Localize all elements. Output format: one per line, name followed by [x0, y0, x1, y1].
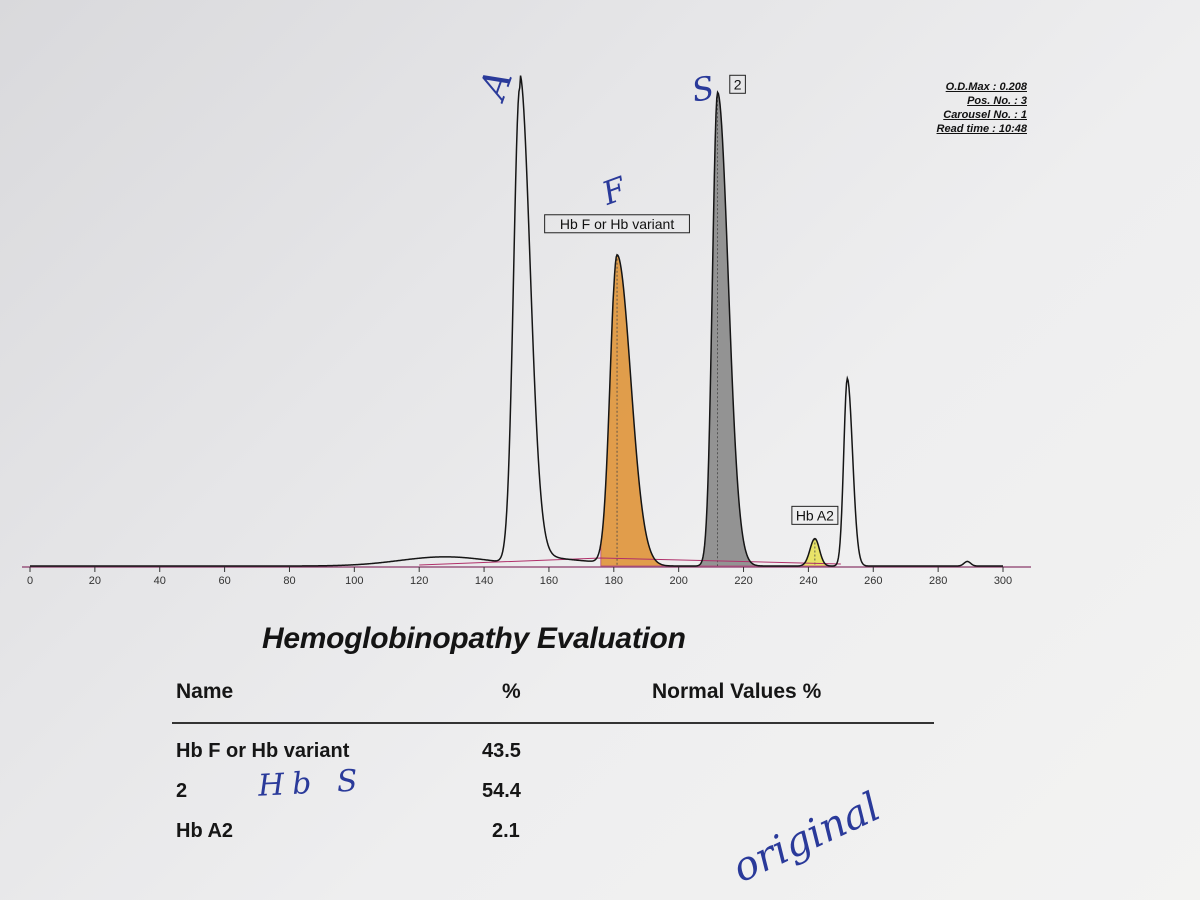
x-tick-label: 20: [89, 575, 101, 587]
x-tick-label: 140: [475, 575, 493, 587]
x-tick-label: 300: [994, 575, 1012, 587]
row-name: 2: [176, 780, 188, 802]
row-name: Hb A2: [176, 820, 234, 842]
x-tick-label: 60: [218, 575, 230, 587]
x-tick-label: 120: [410, 575, 428, 587]
header-rule: [172, 722, 934, 724]
x-tick-label: 280: [929, 575, 947, 587]
x-tick-label: 100: [345, 575, 363, 587]
instrument-info: O.D.Max : 0.208 Pos. No. : 3 Carousel No…: [905, 80, 1027, 136]
x-tick-label: 260: [864, 575, 882, 587]
x-ticks: 0 20 40 60 80 100 120 140 160 180 200 220 240 260 280 3…: [27, 567, 1012, 587]
row-name: Hb F or Hb variant: [176, 740, 350, 762]
trace-line: [30, 75, 1003, 567]
col-name-header: Name: [176, 680, 234, 703]
row-percent: 2.1: [492, 820, 520, 842]
read-time: Read time : 10:48: [936, 123, 1027, 135]
report-title: Hemoglobinopathy Evaluation: [262, 622, 686, 655]
col-normal-header: Normal Values %: [652, 680, 822, 703]
row-percent: 54.4: [482, 780, 521, 802]
x-tick-label: 200: [669, 575, 687, 587]
x-tick-label: 0: [27, 575, 33, 587]
x-tick-label: 180: [605, 575, 623, 587]
x-tick-label: 160: [540, 575, 558, 587]
x-tick-label: 220: [734, 575, 752, 587]
peak-fills: [419, 91, 841, 567]
peak-label-box: [729, 74, 746, 94]
carousel-no: Carousel No. : 1: [943, 109, 1027, 121]
peak-label: 2: [734, 76, 742, 92]
peak-label: Hb A2: [796, 507, 834, 523]
col-percent-header: %: [502, 680, 521, 703]
peak-labels: Hb F or Hb variant 2 Hb A2: [544, 74, 839, 525]
peak-label-box: [791, 505, 839, 525]
peak-label-box: [544, 214, 690, 234]
x-tick-label: 80: [283, 575, 295, 587]
od-max: O.D.Max : 0.208: [945, 81, 1027, 93]
row-percent: 43.5: [482, 740, 521, 762]
x-tick-label: 240: [799, 575, 817, 587]
pos-no: Pos. No. : 3: [967, 95, 1027, 107]
peak-label: Hb F or Hb variant: [560, 216, 674, 232]
x-tick-label: 40: [154, 575, 166, 587]
handwritten-hb-s: Hb S: [257, 763, 367, 804]
integration-baseline: [419, 557, 841, 566]
